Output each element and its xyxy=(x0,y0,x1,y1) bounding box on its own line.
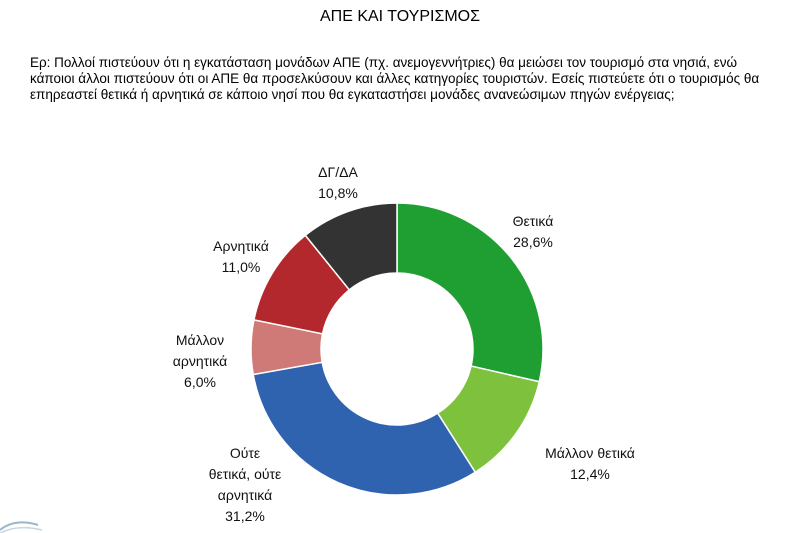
slice-label-0: Θετικά 28,6% xyxy=(513,213,554,250)
donut-slice-5 xyxy=(304,202,398,291)
slice-value-3: 6,0% xyxy=(184,374,216,390)
slice-name-2: Ούτε xyxy=(230,445,260,461)
slice-value-5: 10,8% xyxy=(318,185,358,201)
slice-label-5: ΔΓ/ΔΑ 10,8% xyxy=(318,164,358,201)
slice-value-4: 11,0% xyxy=(222,259,261,275)
survey-question: Ερ: Πολλοί πιστεύουν ότι η εγκατάσταση μ… xyxy=(30,55,760,102)
slice-label-4: Αρνητικά 11,0% xyxy=(213,238,269,275)
slice-value-0: 28,6% xyxy=(513,234,553,250)
slice-name-2: αρνητικά xyxy=(218,487,272,503)
slice-name-1: Μάλλον θετικά xyxy=(545,445,635,461)
logo-swoosh-icon xyxy=(0,521,43,533)
slice-name-2: θετικά, ούτε xyxy=(209,466,282,482)
slice-label-3: Μάλλον αρνητικά 6,0% xyxy=(173,332,227,390)
slice-label-2: Ούτε θετικά, ούτε αρνητικά 31,2% xyxy=(209,445,282,524)
chart-title: ΑΠΕ ΚΑΙ ΤΟΥΡΙΣΜΟΣ xyxy=(319,8,481,25)
slice-name-3: Μάλλον xyxy=(176,332,224,348)
slice-labels: Θετικά 28,6% Μάλλον θετικά 12,4% Ούτε θετικά,… xyxy=(173,164,635,524)
slice-name-4: Αρνητικά xyxy=(213,238,269,254)
slice-value-1: 12,4% xyxy=(570,466,610,482)
donut-slices xyxy=(250,202,544,496)
slice-name-0: Θετικά xyxy=(513,213,554,229)
slice-name-5: ΔΓ/ΔΑ xyxy=(318,164,358,180)
slice-label-1: Μάλλον θετικά 12,4% xyxy=(545,445,635,482)
donut-slice-0 xyxy=(396,202,544,383)
slice-name-3: αρνητικά xyxy=(173,353,227,369)
donut-slice-2 xyxy=(252,361,477,496)
slice-value-2: 31,2% xyxy=(225,508,265,524)
